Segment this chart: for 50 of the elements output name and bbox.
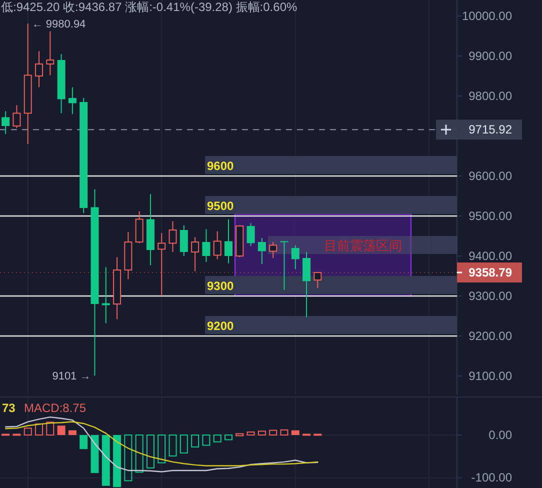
ref-line-label: 9500 bbox=[207, 199, 234, 213]
bar bbox=[146, 434, 154, 468]
ref-line-label: 9715.92 bbox=[468, 122, 512, 137]
bar bbox=[291, 430, 300, 436]
annotation: 9101 → bbox=[52, 370, 91, 383]
y-tick-label: 10000.00 bbox=[462, 9, 512, 23]
y-tick-label: 9100.00 bbox=[468, 369, 512, 383]
bar bbox=[35, 423, 44, 436]
bar bbox=[80, 435, 88, 450]
bar bbox=[102, 435, 110, 486]
bar bbox=[158, 434, 166, 464]
bar bbox=[46, 422, 54, 436]
ref-line-label: 9200 bbox=[207, 319, 234, 333]
bar bbox=[113, 435, 122, 488]
ref-line-label: 9600 bbox=[207, 159, 234, 173]
bar bbox=[191, 434, 200, 448]
bar bbox=[269, 430, 278, 436]
bar bbox=[236, 433, 244, 436]
annotation: ← 9980.94 bbox=[32, 18, 86, 31]
bar bbox=[168, 434, 177, 456]
band-label: 目前震荡区间 bbox=[324, 238, 402, 253]
ref-line-label: 9300 bbox=[207, 279, 234, 293]
bar bbox=[135, 434, 144, 473]
y-tick-label: 9200.00 bbox=[468, 329, 512, 343]
bar bbox=[280, 429, 288, 436]
bar bbox=[90, 435, 99, 474]
line-series bbox=[4, 421, 318, 466]
bar bbox=[24, 428, 32, 436]
bar bbox=[68, 430, 76, 436]
bar bbox=[224, 434, 232, 440]
bar bbox=[57, 426, 66, 436]
bar bbox=[258, 430, 266, 436]
line-series bbox=[4, 416, 318, 472]
y-tick-label: 9600.00 bbox=[468, 169, 512, 183]
chart-title: 低:9425.20 收:9436.87 涨幅:-0.41%(-39.28) 振幅:0.60% bbox=[1, 0, 298, 14]
y-tick-label: 9900.00 bbox=[468, 49, 512, 63]
annotation: 73 bbox=[2, 401, 16, 415]
y-tick-label: 9500.00 bbox=[468, 209, 512, 223]
annotation: MACD:8.75 bbox=[24, 401, 86, 415]
y-tick-label: 9300.00 bbox=[468, 289, 512, 303]
y-tick-label: 9400.00 bbox=[468, 249, 512, 263]
bar bbox=[246, 432, 255, 436]
bar bbox=[124, 434, 132, 482]
y-tick-label: 9800.00 bbox=[468, 89, 512, 103]
ref-line-label: 9358.79 bbox=[468, 265, 512, 280]
bar bbox=[180, 434, 188, 454]
y-tick-label: 0.00 bbox=[488, 428, 512, 442]
bar bbox=[213, 434, 222, 442]
y-tick-label: -100.00 bbox=[471, 470, 512, 485]
bar bbox=[202, 434, 210, 446]
